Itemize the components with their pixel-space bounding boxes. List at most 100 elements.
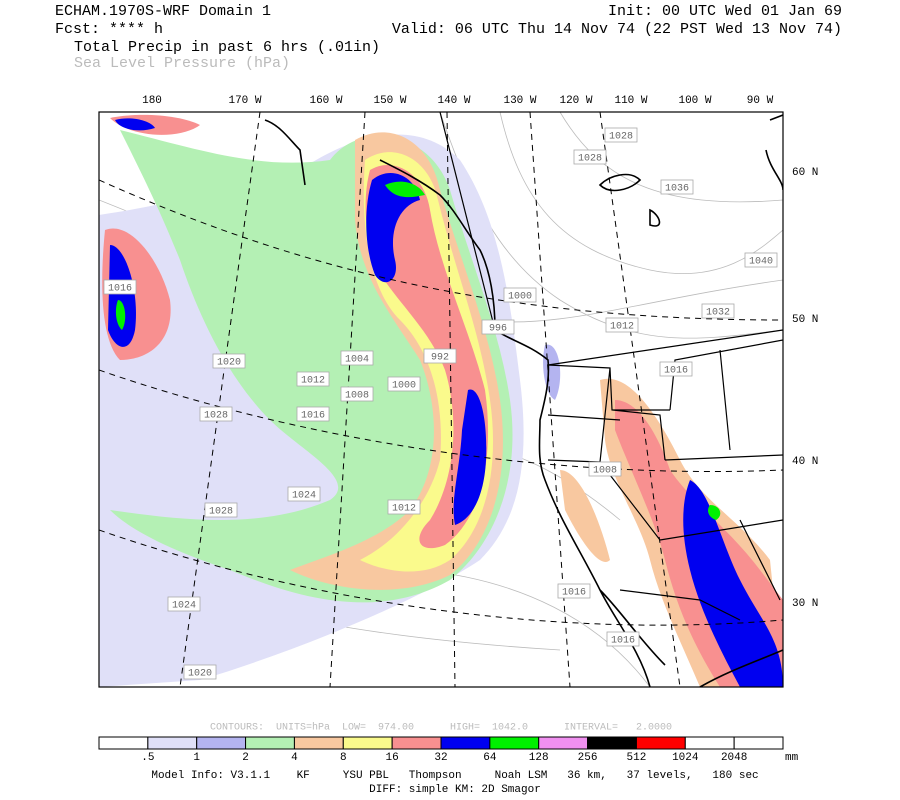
isobar-label: 1024 [292, 491, 316, 502]
isobar-label: 1016 [611, 636, 635, 647]
title: ECHAM.1970S-WRF Domain 1 [55, 3, 271, 20]
isobar-label-box [212, 353, 246, 369]
latitude-label: 30 N [792, 598, 818, 610]
colorbar-box [196, 736, 247, 750]
isobar-label-box [296, 371, 330, 387]
colorbar-box [147, 736, 198, 750]
isobar-label: 1008 [593, 466, 617, 477]
map-area: 1028 1028 1036 1040 1032 1012 1016 1000 1016 1020… [99, 112, 783, 687]
isobar-label-box [557, 583, 591, 599]
isobar-label: 1012 [301, 376, 325, 387]
isobar-label-box [340, 350, 374, 366]
longitude-label: 130 W [503, 95, 536, 107]
colorbar-box [342, 736, 393, 750]
longitude-label: 90 W [747, 95, 774, 107]
map-frame [98, 111, 784, 688]
isobar-label-box [588, 461, 622, 477]
isobar-label-box [606, 631, 640, 647]
isobar-label: 1028 [209, 507, 233, 518]
longitude-label: 170 W [228, 95, 261, 107]
longitude-label: 100 W [678, 95, 711, 107]
model-info: Model Info: V3.1.1 KF YSU PBL Thompson N… [151, 770, 758, 782]
colorbar-box [635, 736, 686, 750]
isobar-label: 1020 [188, 669, 212, 680]
colorbar: .5 1 2 4 8 16 32 64 128 256 512 1024 2048 [98, 736, 784, 764]
isobar-label-box [204, 502, 238, 518]
isobar-label-box [340, 386, 374, 402]
isobar-label-box [605, 317, 639, 333]
latitude-label: 50 N [792, 314, 818, 326]
colorbar-box [98, 736, 149, 750]
colorbar-box [489, 736, 540, 750]
isobar-label-box [660, 179, 694, 195]
isobar-label-box [387, 499, 421, 515]
colorbar-box [293, 736, 344, 750]
isobar-label-box [481, 319, 515, 335]
isobar-label-box [604, 127, 638, 143]
isobar-label: 1028 [204, 411, 228, 422]
isobar-label: 1024 [172, 601, 196, 612]
latitude-label: 40 N [792, 456, 818, 468]
isobar-label-box [183, 664, 217, 680]
colorbar-label: 1024 [672, 752, 699, 764]
longitude-label: 120 W [559, 95, 592, 107]
init-time: Init: 00 UTC Wed 01 Jan 69 [608, 3, 842, 20]
isobar-label: 1036 [665, 184, 689, 195]
isobar-labels: 1028 1028 1036 1040 1032 1012 1016 1000 1016 1020… [103, 127, 778, 680]
isobar-label: 1016 [664, 366, 688, 377]
unit: mm [785, 752, 799, 764]
field-name: Sea Level Pressure (hPa) [74, 55, 290, 72]
isobar-label-box [659, 361, 693, 377]
isobar-label: 1032 [706, 308, 730, 319]
longitude-label: 140 W [437, 95, 470, 107]
isobar-label: 1016 [301, 411, 325, 422]
isobar-label-box [701, 303, 735, 319]
colorbar-box [538, 736, 589, 750]
isobar-label-box [423, 348, 457, 364]
colorbar-label: 8 [340, 752, 347, 764]
graticule [99, 112, 783, 687]
colorbar-label: 2048 [721, 752, 747, 764]
isobar-label: 1020 [217, 358, 241, 369]
colorbar-box [440, 736, 491, 750]
isobar-label: 1040 [749, 257, 773, 268]
isobar-label: 1012 [610, 322, 634, 333]
colorbar-label: 1 [193, 752, 200, 764]
isobar-label: 1000 [508, 292, 532, 303]
isobar-label-box [744, 252, 778, 268]
colorbar-label: 32 [434, 752, 447, 764]
colorbar-label: 4 [291, 752, 298, 764]
valid-time: Valid: 06 UTC Thu 14 Nov 74 (22 PST Wed … [392, 21, 842, 38]
colorbar-label: .5 [141, 752, 154, 764]
colorbar-label: 2 [242, 752, 249, 764]
colorbar-box [391, 736, 442, 750]
isobar-label: 1028 [578, 154, 602, 165]
isobar-label-box [296, 406, 330, 422]
isobar-label: 1028 [609, 132, 633, 143]
colorbar-label: 256 [578, 752, 598, 764]
isobar-label: 1004 [345, 355, 369, 366]
diff-info: DIFF: simple KM: 2D Smagor [369, 784, 541, 796]
isobar-label: 992 [431, 353, 449, 364]
isobar-label-box [503, 287, 537, 303]
field-name: Total Precip in past 6 hrs (.01in) [74, 39, 380, 56]
isobar-label-box [167, 596, 201, 612]
longitude-labels: 180 170 W 160 W 150 W 140 W 130 W 120 W 110 W 10… [142, 95, 774, 107]
colorbar-label: 16 [386, 752, 399, 764]
colorbar-box [733, 736, 784, 750]
longitude-label: 110 W [614, 95, 647, 107]
isobar-label: 996 [489, 324, 507, 335]
isobar-label: 1000 [392, 381, 416, 392]
colorbar-label: 512 [627, 752, 647, 764]
latitude-labels: 60 N 50 N 40 N 30 N [792, 167, 818, 610]
colorbar-label: 128 [529, 752, 549, 764]
isobar-label: 1016 [108, 284, 132, 295]
forecast: Fcst: **** h [55, 21, 163, 38]
isobar-label: 1012 [392, 504, 416, 515]
isobar-label-box [573, 149, 607, 165]
colorbar-box [245, 736, 295, 750]
isobar-label-box [387, 376, 421, 392]
longitude-label: 150 W [373, 95, 406, 107]
